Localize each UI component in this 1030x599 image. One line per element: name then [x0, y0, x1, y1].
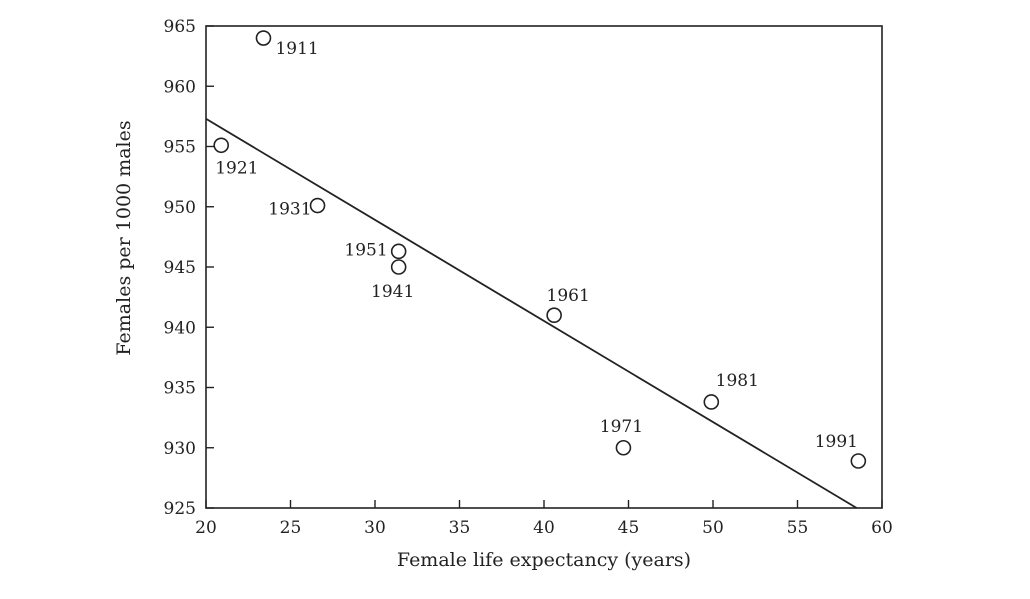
x-tick-label: 30	[364, 518, 386, 538]
y-tick-label: 955	[164, 138, 196, 158]
x-tick-label: 60	[871, 518, 893, 538]
y-tick-label: 935	[164, 379, 196, 399]
data-point	[309, 197, 326, 214]
plot-frame	[205, 25, 883, 509]
x-tick-label: 35	[449, 518, 471, 538]
data-points: 1911 1921 1931 1941 1951 1961 1971 1981 1991	[213, 30, 867, 469]
y-tick-label: 930	[164, 439, 196, 459]
data-point	[255, 30, 272, 46]
data-point	[703, 394, 720, 410]
x-tick-label: 20	[195, 518, 217, 538]
point-label: 1921	[215, 158, 258, 178]
point-label: 1971	[600, 417, 643, 437]
data-point	[213, 137, 230, 154]
point-label: 1931	[268, 200, 311, 220]
y-tick-label: 950	[164, 198, 196, 218]
data-point	[546, 307, 562, 324]
point-label: 1911	[275, 39, 318, 59]
point-label: 1951	[344, 240, 387, 260]
x-axis-ticks: 20 25 30 35 40 45 50 55 60	[195, 500, 893, 538]
y-tick-label: 965	[164, 17, 196, 37]
point-label: 1991	[815, 432, 858, 452]
data-point	[390, 259, 407, 275]
point-label: 1941	[371, 282, 414, 302]
x-tick-label: 40	[533, 518, 555, 538]
point-label: 1961	[547, 286, 590, 306]
data-point	[850, 453, 867, 469]
y-axis-ticks: 925 930 935 940 945 950 955 960 965	[164, 17, 214, 519]
y-tick-label: 940	[164, 318, 196, 338]
y-tick-label: 960	[164, 77, 196, 97]
x-tick-label: 25	[280, 518, 302, 538]
y-tick-label: 945	[164, 258, 196, 278]
x-tick-label: 50	[702, 518, 724, 538]
x-tick-label: 45	[618, 518, 640, 538]
point-label: 1981	[716, 371, 759, 391]
y-axis-label: Females per 1000 males	[113, 120, 135, 355]
x-tick-label: 55	[787, 518, 809, 538]
data-point	[615, 439, 632, 456]
x-axis-label: Female life expectancy (years)	[397, 549, 691, 571]
data-point	[390, 243, 407, 260]
trend-line	[205, 118, 858, 509]
y-tick-label: 925	[164, 499, 196, 519]
